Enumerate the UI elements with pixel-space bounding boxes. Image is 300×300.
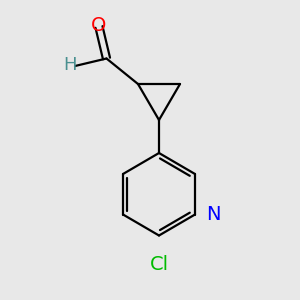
Text: Cl: Cl <box>149 254 169 274</box>
Text: N: N <box>206 205 220 224</box>
Text: H: H <box>63 56 76 74</box>
Text: O: O <box>91 16 107 35</box>
